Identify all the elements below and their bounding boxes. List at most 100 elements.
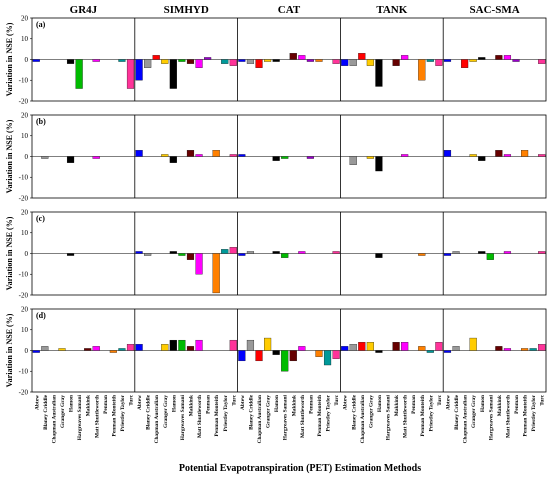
y-tick-label: -10 bbox=[19, 174, 29, 182]
bar-cat-blaney-criddle bbox=[246, 251, 255, 254]
category-label: Makkink bbox=[394, 395, 400, 416]
bar-simhyd-granger-gray bbox=[161, 344, 169, 351]
y-tick-label: -20 bbox=[19, 388, 29, 396]
category-label: Hargreaves Samani bbox=[386, 395, 392, 441]
bar-cat-blaney-criddle bbox=[246, 59, 255, 64]
bar-simhyd-hamon bbox=[169, 339, 177, 351]
bar-sac-sma-abtew bbox=[443, 253, 452, 256]
bar-tank-penman-monteith bbox=[418, 59, 426, 81]
bar-tank-blaney-criddle bbox=[349, 156, 357, 165]
bar-sac-sma-priestley-taylor bbox=[529, 348, 537, 351]
y-tick-label: -20 bbox=[19, 291, 29, 299]
x-axis-label: Potential Evapotranspiration (PET) Estim… bbox=[179, 463, 421, 474]
bar-cat-chapman-australian bbox=[255, 350, 263, 362]
bar-simhyd-abtew bbox=[135, 344, 143, 351]
category-label: Granger Gray bbox=[368, 395, 374, 428]
bar-tank-penman-monteith bbox=[418, 346, 426, 351]
bar-tank-matt-shuttleworth bbox=[401, 154, 409, 157]
category-label: Penman Monteith bbox=[523, 395, 529, 436]
bar-simhyd-penman bbox=[204, 57, 212, 60]
bar-cat-matt-shuttleworth bbox=[298, 55, 306, 60]
bar-sac-sma-hamon bbox=[478, 156, 486, 161]
model-titles: GR4J SIMHYD CAT TANK SAC-SMA bbox=[70, 4, 520, 16]
y-tick-label: 0 bbox=[25, 347, 29, 355]
bar-tank-abtew bbox=[341, 346, 349, 351]
panel-label: (d) bbox=[36, 311, 46, 320]
category-label: Penman Monteith bbox=[317, 395, 323, 436]
bar-simhyd-abtew bbox=[135, 59, 143, 81]
category-label: Chapman Australian bbox=[154, 395, 160, 443]
category-label: Chapman Australian bbox=[51, 395, 57, 443]
bar-sac-sma-makkink bbox=[495, 346, 503, 351]
bar-simhyd-matt-shuttleworth bbox=[195, 59, 203, 68]
category-label: Blaney Criddle bbox=[454, 394, 460, 429]
bar-gr4j-granger-gray bbox=[58, 348, 66, 351]
category-label: Chapman Australian bbox=[360, 395, 366, 443]
bar-tank-granger-gray bbox=[366, 59, 374, 66]
category-label: Abtew bbox=[240, 395, 246, 410]
panel-label: (b) bbox=[36, 117, 46, 126]
bar-tank-chapman-australian bbox=[358, 53, 366, 60]
model-title-cat: CAT bbox=[278, 4, 301, 16]
bar-sac-sma-matt-shuttleworth bbox=[503, 251, 512, 254]
bar-gr4j-abtew bbox=[32, 59, 40, 62]
bar-tank-matt-shuttleworth bbox=[401, 342, 409, 351]
bar-sac-sma-granger-gray bbox=[469, 154, 477, 157]
bar-tank-turc bbox=[435, 59, 443, 66]
bar-simhyd-hargreaves-samani bbox=[178, 253, 186, 256]
bar-tank-hamon bbox=[375, 156, 383, 172]
bar-cat-penman bbox=[306, 156, 314, 159]
bar-cat-blaney-criddle bbox=[246, 339, 255, 351]
bar-sac-sma-turc bbox=[538, 251, 546, 254]
y-axis-label: Variation in NSE (%) bbox=[5, 119, 14, 193]
bar-cat-abtew bbox=[238, 59, 246, 62]
bar-tank-hamon bbox=[375, 59, 383, 87]
y-tick-label: 10 bbox=[21, 132, 29, 140]
bar-cat-hamon bbox=[272, 251, 280, 254]
category-label: Hargreaves Samani bbox=[283, 395, 289, 441]
bar-simhyd-turc bbox=[229, 247, 237, 254]
bar-simhyd-matt-shuttleworth bbox=[195, 154, 203, 157]
bar-sac-sma-makkink bbox=[495, 150, 503, 157]
bar-sac-sma-chapman-australian bbox=[461, 59, 469, 68]
bar-cat-abtew bbox=[238, 253, 246, 256]
category-label: Granger Gray bbox=[266, 395, 272, 428]
category-label: Matt Shuttleworth bbox=[197, 395, 203, 438]
category-label: Hargreaves Samani bbox=[488, 395, 494, 441]
category-label: Makkink bbox=[291, 395, 297, 416]
bar-cat-penman-monteith bbox=[315, 59, 323, 62]
y-axis-label: Variation in NSE (%) bbox=[5, 216, 14, 290]
y-tick-label: 10 bbox=[21, 229, 29, 237]
bar-gr4j-hamon bbox=[66, 156, 75, 163]
bar-simhyd-hamon bbox=[169, 251, 177, 254]
bar-sac-sma-matt-shuttleworth bbox=[503, 55, 512, 60]
bar-gr4j-matt-shuttleworth bbox=[92, 59, 100, 62]
bar-sac-sma-turc bbox=[538, 59, 546, 64]
panel-d: -20 -10 0 10 20 (d) Variation in NSE (%) bbox=[5, 305, 547, 396]
category-label: Granger Gray bbox=[163, 395, 169, 428]
category-label: Penman bbox=[206, 395, 212, 414]
category-label: Turc bbox=[334, 394, 340, 405]
bar-tank-blaney-criddle bbox=[349, 59, 357, 66]
bar-cat-hargreaves-samani bbox=[281, 350, 289, 372]
bar-gr4j-priestley-taylor bbox=[118, 348, 126, 351]
y-axis-label: Variation in NSE (%) bbox=[5, 313, 14, 387]
bar-gr4j-hamon bbox=[66, 253, 75, 256]
category-label: Hargreaves Samani bbox=[180, 395, 186, 441]
category-label: Chapman Australian bbox=[257, 395, 263, 443]
category-label: Makkink bbox=[188, 395, 194, 416]
category-label: Penman bbox=[103, 395, 109, 414]
bar-gr4j-hargreaves-samani bbox=[75, 59, 83, 89]
category-label: Hamon bbox=[480, 395, 486, 412]
bar-gr4j-turc bbox=[126, 344, 135, 351]
bar-simhyd-hamon bbox=[169, 156, 177, 163]
bar-gr4j-matt-shuttleworth bbox=[92, 346, 100, 351]
y-tick-label: -10 bbox=[19, 271, 29, 279]
y-tick-label: 20 bbox=[21, 305, 29, 313]
bar-simhyd-penman-monteith bbox=[212, 253, 220, 294]
bar-tank-turc bbox=[435, 342, 443, 351]
bar-cat-penman-monteith bbox=[315, 350, 323, 357]
bar-simhyd-matt-shuttleworth bbox=[195, 339, 203, 351]
bar-simhyd-penman-monteith bbox=[212, 150, 220, 157]
